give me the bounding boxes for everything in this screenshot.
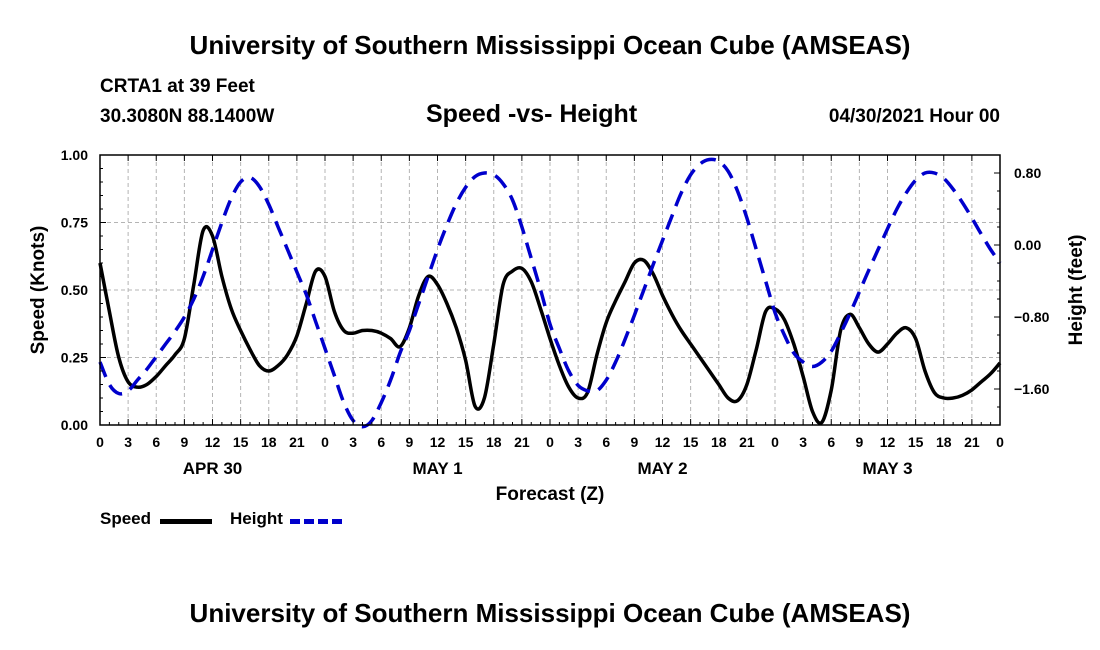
chart-title: Speed -vs- Height (426, 100, 638, 128)
x-tick-label: 9 (405, 434, 413, 450)
y-tick-label: 0.00 (61, 417, 88, 433)
x-tick-label: 21 (739, 434, 755, 450)
legend-speed-swatch (160, 519, 212, 524)
x-tick-label: 6 (602, 434, 610, 450)
x-tick-label: 3 (349, 434, 357, 450)
x-tick-label: 0 (546, 434, 554, 450)
x-tick-label: 18 (711, 434, 727, 450)
x-tick-label: 0 (771, 434, 779, 450)
y-tick-label: 0.75 (61, 215, 88, 231)
x-tick-label: 6 (827, 434, 835, 450)
legend-height-swatch (290, 519, 342, 524)
y2-tick-label: −1.60 (1014, 381, 1050, 397)
x-tick-label: 21 (514, 434, 530, 450)
day-label: MAY 1 (412, 459, 462, 478)
y-tick-label: 1.00 (61, 147, 88, 163)
location-label: 30.3080N 88.1400W (100, 106, 275, 127)
x-tick-label: 15 (233, 434, 249, 450)
x-tick-label: 15 (683, 434, 699, 450)
x-tick-label: 9 (630, 434, 638, 450)
x-tick-label: 12 (430, 434, 446, 450)
x-tick-label: 12 (205, 434, 221, 450)
day-label: APR 30 (183, 459, 243, 478)
day-label: MAY 3 (862, 459, 912, 478)
x-tick-label: 21 (289, 434, 305, 450)
x-tick-label: 12 (655, 434, 671, 450)
x-tick-label: 0 (321, 434, 329, 450)
y2-tick-label: −0.80 (1014, 309, 1050, 325)
axes-layer: 0 3 6 9 12 15 18 21 0 3 6 9 12 15 18 21 0 3 6 9 12 15 18 21 0 3 6 9… (61, 147, 1050, 478)
x-tick-label: 15 (908, 434, 924, 450)
day-label: MAY 2 (637, 459, 687, 478)
height-series-line (98, 157, 1002, 429)
x-tick-label: 21 (964, 434, 980, 450)
x-tick-label: 9 (855, 434, 863, 450)
y-axis-label: Speed (Knots) (28, 226, 49, 355)
station-label: CRTA1 at 39 Feet (100, 76, 255, 97)
x-tick-label: 3 (124, 434, 132, 450)
x-tick-label: 0 (996, 434, 1004, 450)
bottom-title: University of Southern Mississippi Ocean… (189, 598, 911, 628)
x-tick-label: 15 (458, 434, 474, 450)
datetime-label: 04/30/2021 Hour 00 (828, 106, 1000, 127)
series-layer (98, 157, 1002, 429)
x-tick-label: 0 (96, 434, 104, 450)
grid-lines (100, 155, 1000, 425)
y2-tick-label: 0.80 (1014, 165, 1041, 181)
x-tick-label: 18 (261, 434, 277, 450)
x-tick-label: 6 (152, 434, 160, 450)
x-tick-label: 3 (574, 434, 582, 450)
x-tick-label: 18 (486, 434, 502, 450)
x-tick-label: 9 (180, 434, 188, 450)
x-tick-label: 12 (880, 434, 896, 450)
y-tick-label: 0.25 (61, 350, 88, 366)
x-tick-label: 6 (377, 434, 385, 450)
top-title: University of Southern Mississippi Ocean… (189, 30, 911, 60)
x-axis-label: Forecast (Z) (496, 484, 605, 505)
x-tick-label: 3 (799, 434, 807, 450)
legend-speed-label: Speed (100, 509, 152, 528)
speed-series-line (98, 224, 1002, 425)
y2-tick-label: 0.00 (1014, 237, 1041, 253)
y2-axis-label: Height (feet) (1066, 235, 1087, 346)
legend-height-label: Height (230, 509, 283, 528)
y-tick-label: 0.50 (61, 282, 88, 298)
x-tick-label: 18 (936, 434, 952, 450)
